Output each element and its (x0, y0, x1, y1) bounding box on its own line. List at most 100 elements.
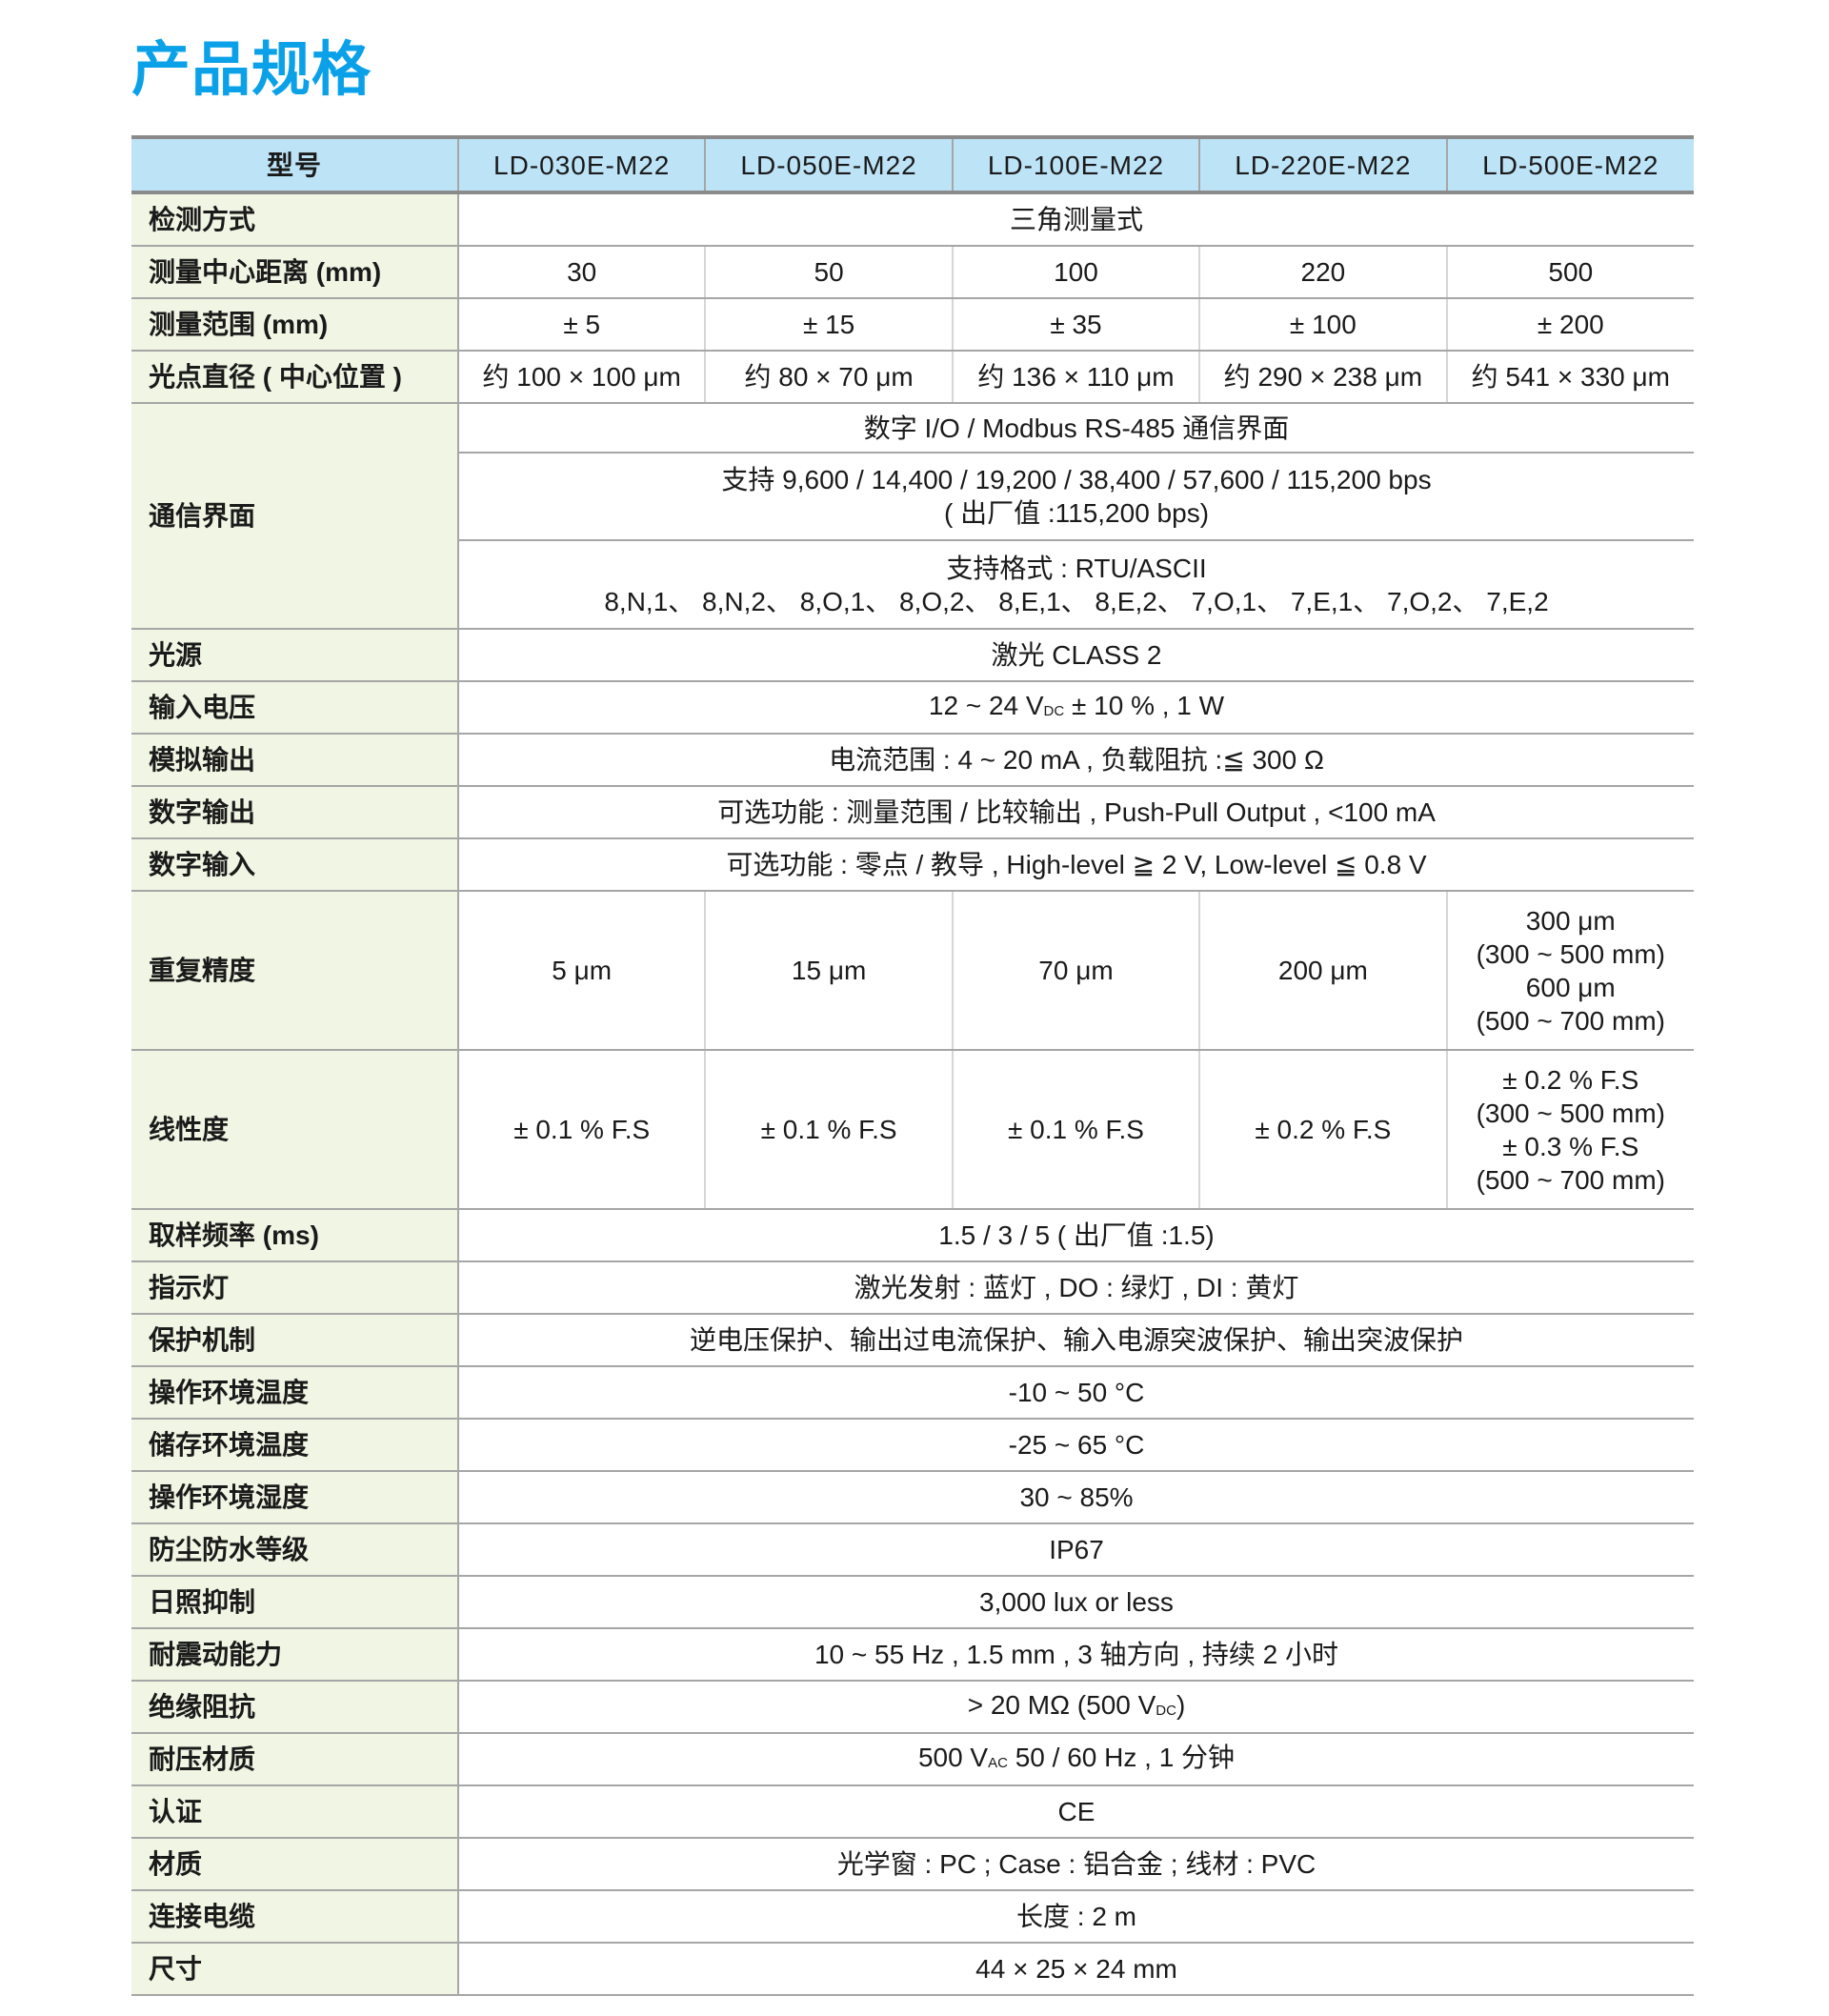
row-label: 储存环境温度 (131, 1419, 459, 1472)
table-row: 操作环境湿度 30 ~ 85% (131, 1471, 1694, 1524)
cell: 200 μm (1198, 891, 1447, 1051)
value-text: ± 10 % , 1 W (1064, 690, 1225, 720)
row-label: 重复精度 (131, 891, 459, 1051)
table-row: 测量中心距离 (mm) 30 50 100 220 500 (131, 246, 1694, 299)
value-sub: DC (1156, 1702, 1176, 1719)
cell: 约 136 × 110 μm (951, 351, 1200, 404)
table-row: 输入电压 12 ~ 24 VDC ± 10 % , 1 W (131, 681, 1694, 735)
row-label: 尺寸 (131, 1943, 459, 1996)
row-label: 光源 (131, 629, 459, 682)
cell: 约 100 × 100 μm (458, 351, 706, 404)
cell: ± 0.1 % F.S (704, 1050, 953, 1210)
table-row: 防尘防水等级 IP67 (131, 1523, 1694, 1577)
row-label: 光点直径 ( 中心位置 ) (131, 351, 459, 404)
row-value: 44 × 25 × 24 mm (458, 1943, 1694, 1996)
table-row: 耐压材质 500 VAC 50 / 60 Hz , 1 分钟 (131, 1733, 1694, 1786)
row-label: 指示灯 (131, 1261, 459, 1315)
cell: 220 (1198, 246, 1447, 299)
value-sub: DC (1043, 702, 1065, 719)
spec-table: 型号 LD-030E-M22 LD-050E-M22 LD-100E-M22 L… (131, 135, 1694, 1996)
table-row: 日照抑制 3,000 lux or less (131, 1576, 1694, 1629)
cell: 100 (951, 246, 1200, 299)
cell: ± 0.2 % F.S (300 ~ 500 mm) ± 0.3 % F.S (… (1445, 1050, 1694, 1210)
row-label: 检测方式 (131, 192, 459, 247)
row-value: 长度 : 2 m (458, 1890, 1694, 1944)
row-label: 保护机制 (131, 1314, 459, 1367)
row-value: 可选功能 : 测量范围 / 比较输出 , Push-Pull Output , … (458, 786, 1694, 839)
value-text: > 20 MΩ (500 V (967, 1689, 1156, 1720)
row-label: 数字输出 (131, 786, 459, 839)
table-row: 数字输入 可选功能 : 零点 / 教导 , High-level ≧ 2 V, … (131, 838, 1694, 892)
table-row: 模拟输出 电流范围 : 4 ~ 20 mA , 负载阻抗 :≦ 300 Ω (131, 734, 1694, 787)
cell: 50 (704, 246, 953, 299)
table-row: 重复精度 5 μm 15 μm 70 μm 200 μm 300 μm (300… (131, 891, 1694, 1051)
row-label: 耐压材质 (131, 1733, 459, 1786)
table-row: 尺寸 44 × 25 × 24 mm (131, 1943, 1694, 1996)
table-row: 测量范围 (mm) ± 5 ± 15 ± 35 ± 100 ± 200 (131, 298, 1694, 352)
cell: ± 35 (951, 298, 1200, 352)
row-label: 输入电压 (131, 681, 459, 735)
model-header: LD-050E-M22 (704, 135, 953, 194)
cell: 300 μm (300 ~ 500 mm) 600 μm (500 ~ 700 … (1445, 891, 1694, 1051)
cell: ± 0.2 % F.S (1198, 1050, 1447, 1210)
cell: ± 0.1 % F.S (951, 1050, 1200, 1210)
page-title: 产品规格 (131, 37, 372, 103)
row-label: 通信界面 (131, 403, 459, 630)
row-value: -25 ~ 65 °C (458, 1419, 1694, 1472)
cell: 5 μm (458, 891, 706, 1051)
table-row: 光源 激光 CLASS 2 (131, 629, 1694, 682)
value-text: ) (1176, 1689, 1186, 1720)
row-label: 防尘防水等级 (131, 1523, 459, 1577)
cell: 约 541 × 330 μm (1445, 351, 1694, 404)
row-value: 支持 9,600 / 14,400 / 19,200 / 38,400 / 57… (458, 453, 1694, 541)
cell-line: (300 ~ 500 mm) (1476, 1098, 1665, 1128)
cell-line: ± 0.2 % F.S (1502, 1064, 1639, 1095)
row-value: 光学窗 : PC ; Case : 铝合金 ; 线材 : PVC (458, 1838, 1694, 1891)
row-value: 激光发射 : 蓝灯 , DO : 绿灯 , DI : 黄灯 (458, 1261, 1694, 1315)
row-value: 12 ~ 24 VDC ± 10 % , 1 W (458, 681, 1694, 735)
row-label: 测量中心距离 (mm) (131, 246, 459, 299)
cell-line: 300 μm (1525, 905, 1616, 936)
table-row: 连接电缆 长度 : 2 m (131, 1890, 1694, 1944)
row-label: 绝缘阻抗 (131, 1681, 459, 1734)
row-value: 1.5 / 3 / 5 ( 出厂值 :1.5) (458, 1209, 1694, 1262)
row-label: 模拟输出 (131, 734, 459, 787)
table-row: 光点直径 ( 中心位置 ) 约 100 × 100 μm 约 80 × 70 μ… (131, 351, 1694, 404)
header-label: 型号 (131, 135, 458, 194)
cell: ± 0.1 % F.S (458, 1050, 706, 1210)
row-label: 连接电缆 (131, 1890, 459, 1944)
row-value: 可选功能 : 零点 / 教导 , High-level ≧ 2 V, Low-l… (458, 838, 1694, 892)
table-row: 储存环境温度 -25 ~ 65 °C (131, 1419, 1694, 1472)
table-row: 支持格式 : RTU/ASCII 8,N,1、 8,N,2、 8,O,1、 8,… (131, 540, 1694, 630)
row-value: 500 VAC 50 / 60 Hz , 1 分钟 (458, 1733, 1694, 1786)
row-value: 三角测量式 (458, 192, 1694, 247)
cell: ± 5 (458, 298, 706, 352)
row-value: -10 ~ 50 °C (458, 1366, 1694, 1420)
row-value: 激光 CLASS 2 (458, 629, 1694, 682)
table-row: 指示灯 激光发射 : 蓝灯 , DO : 绿灯 , DI : 黄灯 (131, 1261, 1694, 1315)
row-value: 电流范围 : 4 ~ 20 mA , 负载阻抗 :≦ 300 Ω (458, 734, 1694, 787)
table-row: 取样频率 (ms) 1.5 / 3 / 5 ( 出厂值 :1.5) (131, 1209, 1694, 1262)
baud-default: ( 出厂值 :115,200 bps) (943, 498, 1210, 528)
table-row: 绝缘阻抗 > 20 MΩ (500 VDC) (131, 1681, 1694, 1734)
row-label: 耐震动能力 (131, 1628, 459, 1682)
model-header: LD-500E-M22 (1445, 135, 1694, 194)
table-row: 保护机制 逆电压保护、输出过电流保护、输入电源突波保护、输出突波保护 (131, 1314, 1694, 1367)
model-header: LD-030E-M22 (456, 135, 706, 194)
table-row: 耐震动能力 10 ~ 55 Hz , 1.5 mm , 3 轴方向 , 持续 2 … (131, 1628, 1694, 1682)
row-label: 数字输入 (131, 838, 459, 892)
cell: 500 (1445, 246, 1694, 299)
cell: 70 μm (951, 891, 1200, 1051)
cell: ± 15 (704, 298, 953, 352)
row-value: 3,000 lux or less (458, 1576, 1694, 1629)
row-value: 数字 I/O / Modbus RS-485 通信界面 (458, 403, 1694, 454)
row-label: 取样频率 (ms) (131, 1209, 459, 1262)
row-label: 日照抑制 (131, 1576, 459, 1629)
header-row: 型号 LD-030E-M22 LD-050E-M22 LD-100E-M22 L… (131, 135, 1694, 194)
row-label: 线性度 (131, 1050, 459, 1210)
row-label: 操作环境温度 (131, 1366, 459, 1420)
cell: 30 (458, 246, 706, 299)
value-sub: AC (988, 1754, 1008, 1771)
cell-line: (300 ~ 500 mm) (1476, 938, 1665, 969)
table-row: 支持 9,600 / 14,400 / 19,200 / 38,400 / 57… (131, 453, 1694, 541)
